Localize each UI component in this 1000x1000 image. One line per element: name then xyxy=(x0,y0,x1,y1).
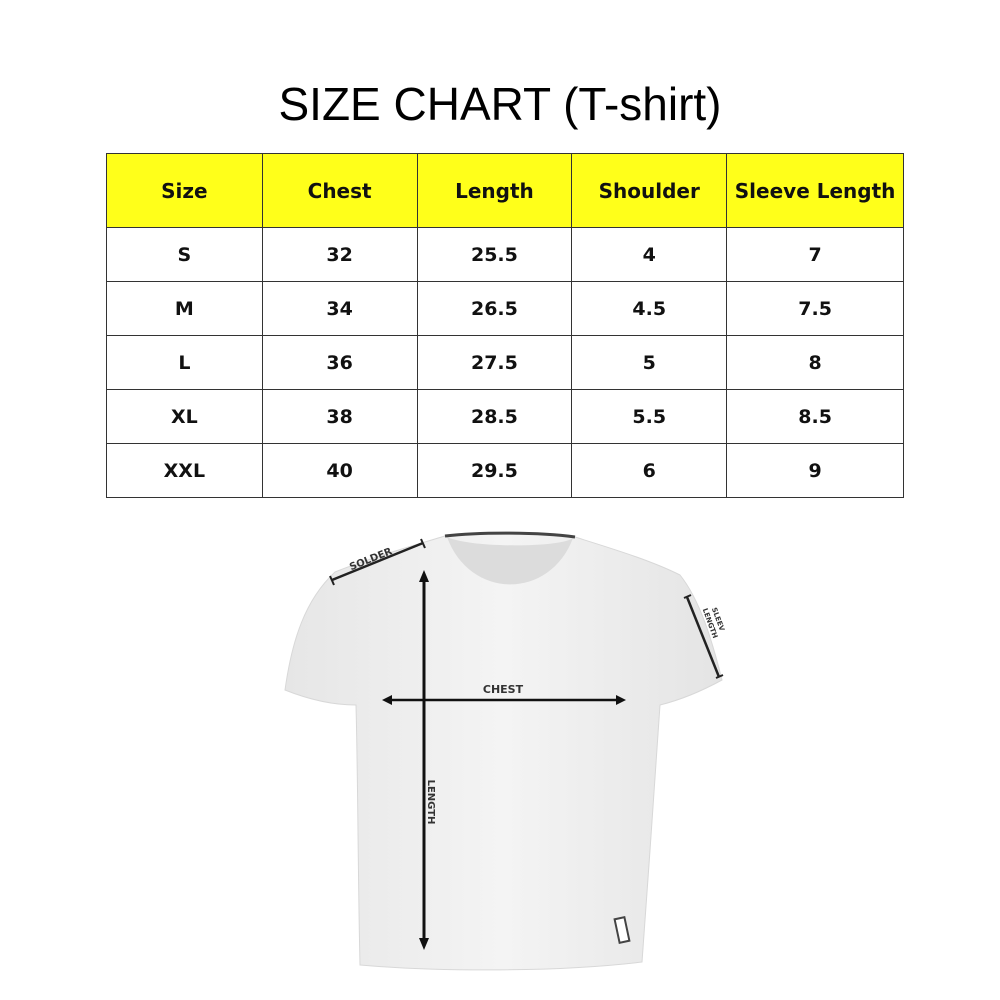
table-cell: XL xyxy=(106,389,263,444)
solder-end xyxy=(420,538,426,549)
arrow-head-icon xyxy=(382,695,392,705)
tshirt-collar xyxy=(447,537,573,585)
tshirt-shape xyxy=(284,532,723,971)
table-row: L 36 27.5 5 8 xyxy=(106,335,904,390)
table-row: M 34 26.5 4.5 7.5 xyxy=(106,281,904,336)
column-header: Chest xyxy=(261,153,418,228)
table-row: S 32 25.5 4 7 xyxy=(106,227,904,282)
tag-logo xyxy=(613,916,631,944)
table-cell: 5.5 xyxy=(571,389,728,444)
table-cell: 8.5 xyxy=(726,389,904,444)
arrow-head-icon xyxy=(616,695,626,705)
size-chart-table: Size Chest Length Shoulder Sleeve Length S 32… xyxy=(106,153,904,498)
arrow-head-icon xyxy=(419,570,429,582)
sleeve-end xyxy=(683,594,692,599)
sleeve-end xyxy=(715,674,724,679)
table-cell: 9 xyxy=(726,443,904,498)
column-header: Size xyxy=(106,153,263,228)
table-cell: 8 xyxy=(726,335,904,390)
table-row: XL 38 28.5 5.5 8.5 xyxy=(106,389,904,444)
table-cell: 40 xyxy=(261,443,418,498)
table-cell: L xyxy=(106,335,263,390)
table-cell: 6 xyxy=(571,443,728,498)
table-cell: 7 xyxy=(726,227,904,282)
table-cell: 25.5 xyxy=(416,227,573,282)
table-cell: 28.5 xyxy=(416,389,573,444)
table-cell: 5 xyxy=(571,335,728,390)
chest-label: CHEST xyxy=(483,683,524,696)
collar-trim xyxy=(444,531,576,539)
table-cell: XXL xyxy=(106,443,263,498)
sleeve-line xyxy=(685,596,721,678)
table-cell: M xyxy=(106,281,263,336)
solder-end xyxy=(329,575,335,586)
table-cell: 4.5 xyxy=(571,281,728,336)
table-cell: 4 xyxy=(571,227,728,282)
column-header: Sleeve Length xyxy=(726,153,904,228)
table-cell: 34 xyxy=(261,281,418,336)
page-title: SIZE CHART (T-shirt) xyxy=(278,78,722,130)
table-cell: 27.5 xyxy=(416,335,573,390)
table-header-row: Size Chest Length Shoulder Sleeve Length xyxy=(106,153,904,228)
column-header: Length xyxy=(416,153,573,228)
length-label: LENGTH xyxy=(425,780,436,825)
arrow-head-icon xyxy=(419,938,429,950)
table-row: XXL 40 29.5 6 9 xyxy=(106,443,904,498)
table-cell: S xyxy=(106,227,263,282)
solder-line xyxy=(331,541,424,582)
table-cell: 29.5 xyxy=(416,443,573,498)
table-cell: 36 xyxy=(261,335,418,390)
